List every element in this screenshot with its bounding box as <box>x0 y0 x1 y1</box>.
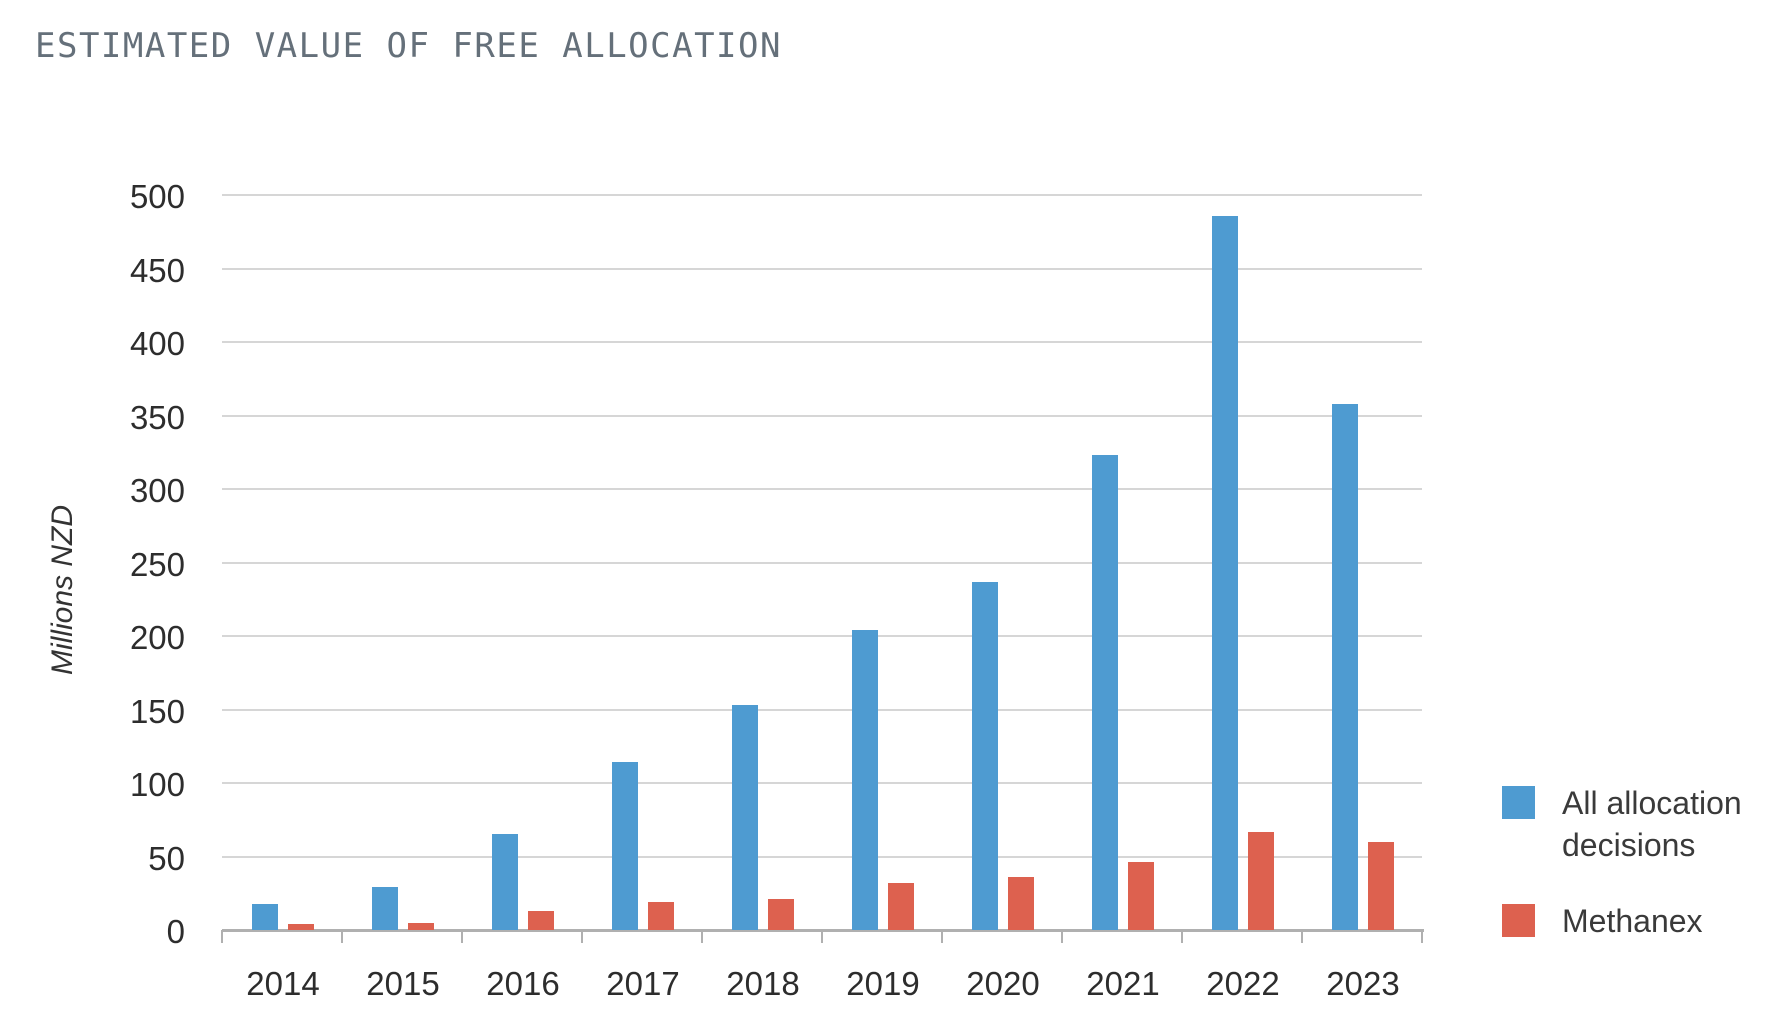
y-tick-label: 250 <box>129 545 185 583</box>
bar-all-allocation-decisions-2019 <box>852 630 878 930</box>
x-tick <box>461 930 463 943</box>
x-tick-label: 2014 <box>246 965 320 1002</box>
x-tick-label: 2017 <box>606 965 680 1002</box>
x-tick <box>1181 930 1183 943</box>
chart-title: ESTIMATED VALUE OF FREE ALLOCATION <box>35 26 782 66</box>
gridline <box>222 267 1422 270</box>
x-axis-line <box>222 929 1424 932</box>
bar-all-allocation-decisions-2020 <box>972 581 998 930</box>
bar-all-allocation-decisions-2022 <box>1212 215 1238 930</box>
bar-all-allocation-decisions-2021 <box>1092 455 1118 930</box>
gridline <box>222 488 1422 490</box>
gridline <box>222 782 1422 784</box>
bar-methanex-2020 <box>1008 877 1034 930</box>
bar-all-allocation-decisions-2016 <box>492 834 518 930</box>
y-tick-label: 150 <box>129 692 185 730</box>
bar-methanex-2015 <box>408 922 434 930</box>
bar-methanex-2017 <box>648 902 674 930</box>
y-tick-label: 100 <box>129 766 185 803</box>
y-tick-label: 50 <box>148 839 185 877</box>
legend-swatch-all-allocation-decisions <box>1502 786 1535 819</box>
y-tick-label: 500 <box>129 178 185 215</box>
legend-label-methanex: Methanex <box>1562 903 1703 939</box>
bar-all-allocation-decisions-2014 <box>252 903 278 930</box>
legend: All allocation decisions Methanex <box>1502 0 1786 1032</box>
y-tick-label: 400 <box>129 325 185 362</box>
bar-all-allocation-decisions-2018 <box>732 705 758 930</box>
bar-methanex-2019 <box>888 882 914 930</box>
bar-all-allocation-decisions-2017 <box>612 762 638 930</box>
x-tick-label: 2023 <box>1326 965 1400 1002</box>
legend-label-all-allocation-decisions: All allocation decisions <box>1562 785 1742 863</box>
y-tick-label: 300 <box>129 472 185 509</box>
x-tick-label: 2021 <box>1086 965 1160 1002</box>
gridline <box>222 341 1422 343</box>
x-tick-label: 2016 <box>486 965 560 1002</box>
x-tick <box>581 930 583 943</box>
x-tick <box>1061 930 1063 943</box>
y-tick-label: 0 <box>166 913 185 950</box>
legend-item-all-allocation-decisions: All allocation decisions <box>1502 782 1772 866</box>
x-tick <box>821 930 823 943</box>
y-tick-label: 350 <box>129 398 185 436</box>
bar-methanex-2023 <box>1368 841 1394 930</box>
x-tick-label: 2020 <box>966 965 1040 1002</box>
gridline <box>222 635 1422 637</box>
bar-all-allocation-decisions-2023 <box>1332 403 1358 930</box>
x-tick-label: 2018 <box>726 965 800 1002</box>
legend-item-methanex: Methanex <box>1502 900 1772 942</box>
x-tick <box>341 930 343 943</box>
bar-methanex-2022 <box>1248 831 1274 930</box>
bar-methanex-2018 <box>768 899 794 930</box>
bar-methanex-2014 <box>288 924 314 930</box>
bar-methanex-2016 <box>528 910 554 930</box>
legend-swatch-methanex <box>1502 904 1535 937</box>
x-tick <box>941 930 943 943</box>
gridline <box>222 194 1422 196</box>
bar-methanex-2021 <box>1128 862 1154 930</box>
bar-all-allocation-decisions-2015 <box>372 887 398 930</box>
x-tick <box>221 930 223 943</box>
x-tick <box>701 930 703 943</box>
y-tick-label: 450 <box>129 251 185 289</box>
x-tick-label: 2022 <box>1206 965 1280 1002</box>
gridline <box>222 855 1422 858</box>
x-tick <box>1301 930 1303 943</box>
gridline <box>222 708 1422 711</box>
y-tick-label: 200 <box>129 619 185 656</box>
gridline <box>222 414 1422 417</box>
gridline <box>222 561 1422 564</box>
x-tick-label: 2015 <box>366 965 440 1002</box>
x-tick-label: 2019 <box>846 965 920 1002</box>
x-tick <box>1421 930 1423 943</box>
